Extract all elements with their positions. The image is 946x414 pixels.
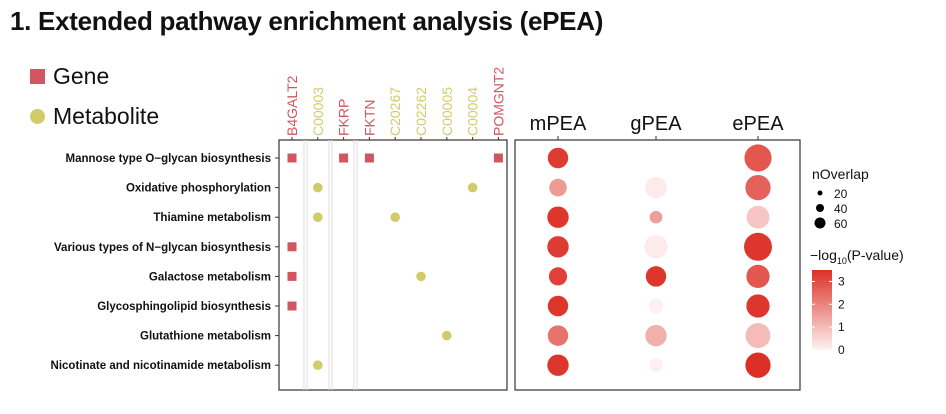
pea-bubble (745, 174, 771, 201)
pea-bubble (649, 358, 663, 373)
legend-gene: Gene (30, 63, 109, 90)
colorbar-tick-label: 2 (838, 297, 845, 311)
pea-bubble (547, 354, 569, 376)
feature-label: C00004 (465, 87, 481, 136)
pathway-label: Oxidative phosphorylation (126, 183, 271, 195)
pathway-label: Galactose metabolism (149, 271, 271, 283)
pathway-label: Nicotinate and nicotinamide metabolism (51, 360, 271, 372)
pea-bubble (746, 205, 770, 229)
pea-bubble (547, 206, 569, 228)
pea-bubble (644, 235, 668, 259)
colorbar (812, 270, 832, 350)
gene-mark (287, 301, 297, 311)
pathway-label: Thiamine metabolism (153, 212, 271, 224)
metabolite-mark (442, 330, 452, 341)
metabolite-mark (313, 360, 323, 371)
size-legend-label: 60 (834, 217, 848, 231)
method-label: gPEA (630, 113, 682, 135)
feature-label: POMGNT2 (490, 67, 506, 136)
colorbar-tick-label: 3 (838, 274, 845, 288)
pea-bubble (547, 236, 569, 258)
pea-bubble (547, 147, 569, 169)
pea-bubble (746, 294, 770, 318)
metabolite-mark (416, 271, 426, 282)
gene-mark (364, 153, 374, 163)
metabolite-mark (390, 212, 401, 222)
colorbar-tick-label: 1 (838, 320, 845, 334)
feature-label: FKTN (361, 99, 377, 136)
gene-square-icon (30, 69, 45, 84)
pathway-label: Mannose type O−glycan biosynthesis (66, 153, 271, 165)
feature-label: C00003 (310, 87, 326, 136)
size-legend-dot (817, 190, 823, 196)
size-legend-title: nOverlap (812, 166, 869, 182)
size-legend-dot (814, 217, 826, 229)
method-label: mPEA (530, 113, 587, 135)
size-legend-label: 40 (834, 202, 848, 216)
pea-bubble (645, 176, 667, 199)
pea-bubble (547, 325, 569, 346)
pea-bubble (745, 352, 771, 378)
gene-mark (287, 153, 297, 163)
gene-mark (287, 242, 297, 252)
pathway-label: Glycosphingolipid biosynthesis (97, 301, 271, 313)
pea-bubble (645, 324, 667, 347)
pea-bubble (744, 232, 772, 261)
metabolite-mark (313, 212, 323, 222)
legend-gene-label: Gene (53, 63, 110, 89)
color-legend-title: −log10(P-value) (810, 247, 904, 266)
feature-label: C00005 (439, 87, 455, 136)
feature-label: C20267 (387, 87, 403, 136)
size-legend-dot (816, 204, 824, 212)
metabolite-mark (467, 182, 478, 193)
membership-panel-frame (278, 139, 508, 391)
pea-bubble (645, 266, 667, 287)
pea-bubble (649, 210, 663, 224)
feature-label: B4GALT2 (284, 75, 300, 136)
pea-bubble (744, 144, 772, 172)
colorbar-tick-label: 0 (838, 343, 845, 357)
gene-mark (493, 153, 503, 163)
pea-bubble (547, 295, 569, 317)
pea-bubble (745, 323, 771, 349)
legend-metabolite: Metabolite (30, 103, 159, 130)
gene-mark (287, 271, 297, 281)
pea-panel-frame (514, 139, 801, 391)
pea-bubble (746, 264, 770, 289)
feature-label: C02262 (413, 87, 429, 136)
legend-metabolite-label: Metabolite (53, 103, 160, 129)
pea-bubble (549, 178, 567, 197)
size-legend-label: 20 (834, 187, 848, 201)
metabolite-mark (313, 182, 323, 193)
metabolite-circle-icon (30, 109, 45, 124)
pea-bubble (648, 298, 664, 314)
chart-title: 1. Extended pathway enrichment analysis … (10, 6, 604, 36)
method-label: ePEA (732, 113, 784, 135)
feature-label: FKRP (336, 99, 352, 136)
gene-mark (339, 153, 349, 163)
pathway-label: Various types of N−glycan biosynthesis (54, 242, 271, 254)
pea-bubble (548, 267, 568, 286)
pathway-label: Glutathione metabolism (140, 331, 271, 343)
